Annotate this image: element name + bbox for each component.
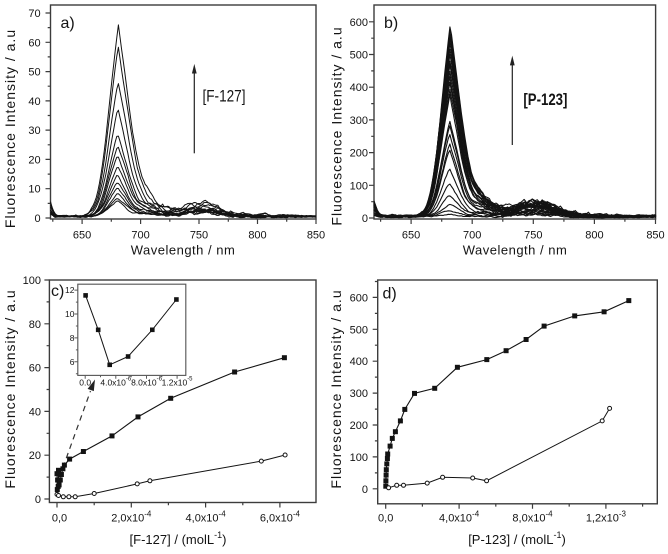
svg-text:1.2x10-5: 1.2x10-5	[162, 377, 194, 388]
svg-text:500: 500	[350, 50, 368, 62]
svg-text:6: 6	[70, 357, 75, 367]
svg-text:d): d)	[383, 286, 397, 303]
svg-text:20: 20	[29, 450, 41, 462]
svg-text:40: 40	[28, 96, 40, 108]
svg-text:850: 850	[646, 230, 664, 242]
svg-text:Wavelength / nm: Wavelength / nm	[463, 243, 568, 258]
svg-text:8.0x10-6: 8.0x10-6	[131, 377, 163, 388]
svg-text:500: 500	[350, 324, 368, 336]
svg-text:12: 12	[65, 285, 75, 295]
svg-text:20: 20	[28, 154, 40, 166]
svg-text:c): c)	[51, 283, 64, 300]
svg-text:0: 0	[35, 494, 41, 506]
svg-text:0,0: 0,0	[52, 513, 67, 525]
svg-text:100: 100	[23, 275, 41, 287]
svg-text:60: 60	[29, 363, 41, 375]
svg-text:8,0x10-4: 8,0x10-4	[512, 510, 553, 525]
svg-text:[P-123] / (molL-1): [P-123] / (molL-1)	[468, 530, 566, 547]
svg-text:[F-127]: [F-127]	[203, 87, 246, 106]
svg-text:10: 10	[28, 184, 40, 196]
svg-text:800: 800	[248, 230, 266, 242]
svg-text:2,0x10-4: 2,0x10-4	[111, 510, 152, 525]
svg-text:30: 30	[28, 125, 40, 137]
svg-text:300: 300	[350, 388, 368, 400]
svg-text:0: 0	[362, 484, 368, 496]
svg-text:50: 50	[28, 67, 40, 79]
svg-text:10: 10	[65, 309, 75, 319]
svg-text:200: 200	[350, 420, 368, 432]
svg-text:Fluorescence Intensity / a.u: Fluorescence Intensity / a.u	[2, 29, 18, 228]
svg-text:a): a)	[61, 15, 75, 32]
svg-text:100: 100	[350, 452, 368, 464]
svg-text:Fluorescence Intensity / a.u: Fluorescence Intensity / a.u	[2, 289, 18, 488]
svg-text:750: 750	[190, 230, 208, 242]
svg-text:4,0x10-4: 4,0x10-4	[186, 510, 227, 525]
svg-text:700: 700	[463, 230, 481, 242]
svg-text:400: 400	[350, 356, 368, 368]
svg-text:600: 600	[350, 292, 368, 304]
svg-text:650: 650	[73, 230, 91, 242]
svg-text:40: 40	[29, 406, 41, 418]
svg-text:750: 750	[524, 230, 542, 242]
svg-text:6,0x10-4: 6,0x10-4	[260, 510, 301, 525]
svg-text:0: 0	[34, 213, 40, 225]
svg-text:800: 800	[585, 230, 603, 242]
svg-text:650: 650	[402, 230, 420, 242]
svg-text:300: 300	[350, 115, 368, 127]
svg-text:0.0: 0.0	[79, 378, 91, 388]
svg-text:1,2x10-3: 1,2x10-3	[586, 510, 627, 525]
svg-text:200: 200	[350, 148, 368, 160]
svg-text:0,0: 0,0	[378, 513, 393, 525]
svg-text:[P-123]: [P-123]	[523, 90, 567, 109]
svg-text:4,0x10-4: 4,0x10-4	[439, 510, 480, 525]
svg-text:0: 0	[362, 213, 368, 225]
svg-text:[F-127] / (molL-1): [F-127] / (molL-1)	[130, 530, 227, 547]
svg-text:8: 8	[70, 333, 75, 343]
svg-text:b): b)	[384, 15, 398, 32]
svg-text:700: 700	[131, 230, 149, 242]
svg-text:850: 850	[307, 230, 325, 242]
svg-text:Fluorescence Intensity / a.u: Fluorescence Intensity / a.u	[328, 289, 344, 488]
svg-text:Wavelength / nm: Wavelength / nm	[131, 243, 236, 258]
svg-text:4.0x10-6: 4.0x10-6	[100, 377, 132, 388]
svg-text:100: 100	[350, 180, 368, 192]
svg-text:400: 400	[350, 82, 368, 94]
svg-text:70: 70	[28, 8, 40, 20]
svg-text:60: 60	[28, 37, 40, 49]
svg-text:80: 80	[29, 319, 41, 331]
svg-text:Fluorescence Intensity / a.u: Fluorescence Intensity / a.u	[329, 26, 345, 225]
svg-text:600: 600	[350, 17, 368, 29]
